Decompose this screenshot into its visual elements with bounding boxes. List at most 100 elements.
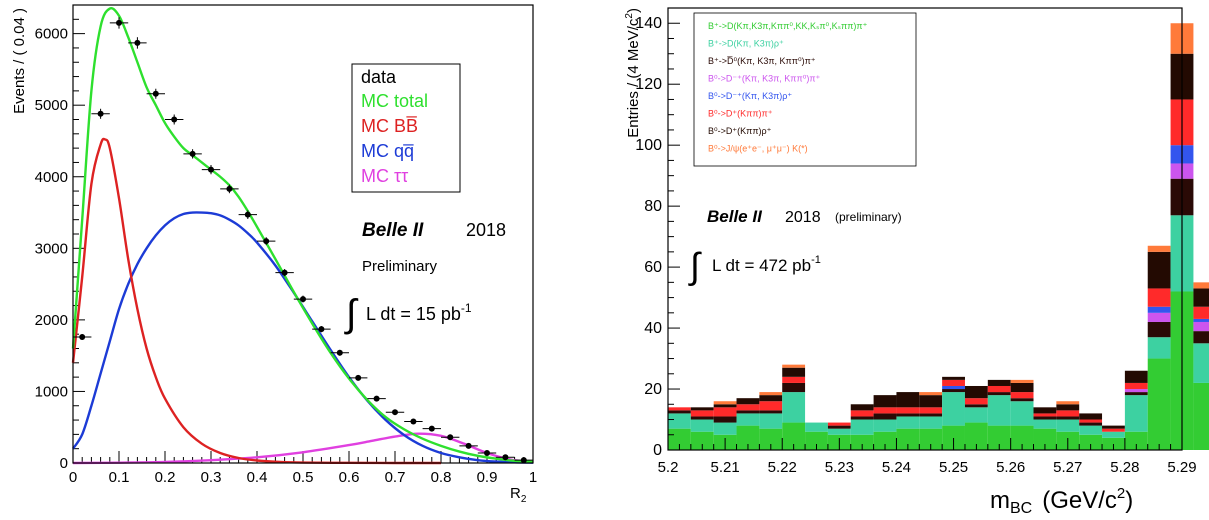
right-bar-segment xyxy=(964,398,988,405)
left-data-point xyxy=(226,185,233,192)
right-bar-segment xyxy=(942,425,965,450)
r2-distribution-chart: 0 0.1 0.2 0.3 0.4 0.5 0.6 0.7 0.8 0.9 1 0 1000 2000 3… xyxy=(11,4,537,505)
left-data-points xyxy=(73,17,533,464)
left-data-point xyxy=(447,434,454,441)
right-bar-segment xyxy=(1147,288,1171,307)
right-bar-segment xyxy=(690,407,714,411)
right-bar-segment xyxy=(805,431,828,450)
right-bar-segment xyxy=(1010,425,1034,450)
left-y-axis-label: Events / ( 0.04 ) xyxy=(11,8,28,114)
left-legend: data MC total MC BB̅ MC qq̅ MC ττ xyxy=(351,63,461,193)
right-bar-segment xyxy=(782,364,806,368)
right-x-tick-label: 5.29 xyxy=(1167,459,1196,476)
right-legend-entry: B⁰->D⁻⁺(Kπ, K3π, Kππ⁰)π⁺ xyxy=(708,74,821,84)
left-x-tick-label: 0.4 xyxy=(247,469,268,486)
left-data-point xyxy=(152,90,159,97)
right-y-tick-labels: 0 20 40 60 80 100 120 140 xyxy=(635,15,662,459)
right-y-axis-label: Entries / (4 MeV/c2) xyxy=(624,8,642,138)
right-bar-segment xyxy=(1170,291,1194,450)
right-bar-segment xyxy=(1193,306,1209,319)
right-bar-segment xyxy=(850,434,874,450)
right-legend: B⁺->D(Kπ,K3π,Kππ⁰,KK,Kₛπ⁰,Kₛππ)π⁺ B⁺->D(K… xyxy=(693,12,917,167)
right-bar-segment xyxy=(942,376,965,380)
left-data-point xyxy=(520,457,527,464)
left-x-tick-labels: 0 0.1 0.2 0.3 0.4 0.5 0.6 0.7 0.8 0.9 1 xyxy=(69,469,537,486)
left-data-point xyxy=(336,349,343,356)
left-y-tick-label: 0 xyxy=(60,455,68,472)
right-x-tick-label: 5.25 xyxy=(939,459,968,476)
right-y-tick-label: 140 xyxy=(635,15,662,32)
right-bar-segment xyxy=(736,413,760,426)
right-bar-segment xyxy=(942,379,965,386)
right-legend-box xyxy=(693,12,917,167)
left-data-point xyxy=(281,269,288,276)
right-bar-segment xyxy=(964,407,988,423)
right-bar-segment xyxy=(1010,382,1034,393)
right-bar-segment xyxy=(782,382,806,393)
right-bar-segment xyxy=(1033,413,1057,417)
right-bar-segment xyxy=(850,404,874,411)
right-bar-segment xyxy=(919,407,943,414)
right-bar-segment xyxy=(1102,428,1125,432)
right-bar-segment xyxy=(1170,23,1194,54)
right-bar-segment xyxy=(873,395,897,408)
right-bar-segment xyxy=(942,389,965,393)
left-x-tick-label: 0.5 xyxy=(293,469,314,486)
right-bar-segment xyxy=(1102,425,1125,429)
right-bar-segment xyxy=(1147,245,1171,252)
right-bar-segment xyxy=(1102,431,1125,438)
right-bar-segment xyxy=(942,392,965,426)
right-legend-entry: B⁰->D⁺(Kππ)ρ⁺ xyxy=(708,126,772,136)
right-bar-segment xyxy=(759,392,783,396)
left-y-tick-label: 6000 xyxy=(35,26,68,43)
right-bar-segment xyxy=(690,410,714,417)
right-bar-segment xyxy=(1079,425,1103,435)
right-bar-segment xyxy=(1079,413,1103,420)
right-bar-segment xyxy=(1056,416,1080,420)
right-bar-segment xyxy=(690,431,714,450)
left-data-point xyxy=(97,110,104,117)
right-bar-segment xyxy=(873,431,897,450)
right-bar-segment xyxy=(1124,370,1148,383)
right-bar-segment xyxy=(668,407,691,411)
right-bar-segment xyxy=(1193,331,1209,344)
right-annotations: Belle II 2018 (preliminary) ∫ L dt = 472… xyxy=(688,207,902,286)
left-data-point xyxy=(263,238,270,245)
right-y-tick-label: 100 xyxy=(635,137,662,154)
right-bar-segment xyxy=(1010,392,1034,399)
right-x-axis-label: mBC (GeV/c2) xyxy=(990,485,1133,517)
left-legend-entry: MC qq̅ xyxy=(361,141,414,161)
right-bar-segment xyxy=(827,428,851,435)
right-x-tick-label: 5.22 xyxy=(768,459,797,476)
right-bar-segment xyxy=(782,422,806,450)
right-bar-segment xyxy=(1193,318,1209,322)
right-bar-segment xyxy=(690,419,714,432)
right-bar-segment xyxy=(919,395,943,408)
right-bar-segment xyxy=(1147,306,1171,313)
right-bar-segment xyxy=(1079,434,1103,450)
right-integral-sign: ∫ xyxy=(688,245,702,286)
left-data-point xyxy=(428,425,435,432)
right-bar-segment xyxy=(736,410,760,414)
right-legend-entry: B⁰->D⁻⁺(Kπ, K3π)ρ⁺ xyxy=(708,91,792,101)
left-data-point xyxy=(116,19,122,26)
right-bar-segment xyxy=(827,425,851,429)
right-bar-segment xyxy=(919,413,943,417)
right-y-tick-label: 120 xyxy=(635,76,662,93)
right-bar-segment xyxy=(1124,395,1148,432)
right-bar-segment xyxy=(987,395,1011,426)
right-legend-entry: B⁰->J/ψ(e⁺e⁻, μ⁺μ⁻) K(*) xyxy=(708,144,808,154)
right-bar-segment xyxy=(1010,398,1034,402)
left-x-axis-label: R2 xyxy=(510,485,527,505)
left-legend-box xyxy=(351,63,461,193)
right-bar-segment xyxy=(782,367,806,377)
right-bar-segment xyxy=(782,376,806,383)
right-bar-segment xyxy=(964,404,988,408)
right-bar-segment xyxy=(873,419,897,432)
left-y-tick-label: 3000 xyxy=(35,240,68,257)
right-bar-segment xyxy=(1079,422,1103,426)
right-bar-segment xyxy=(896,413,920,417)
right-y-tick-label: 80 xyxy=(644,198,662,215)
left-x-tick-label: 0.7 xyxy=(385,469,406,486)
left-series-line xyxy=(72,432,534,465)
